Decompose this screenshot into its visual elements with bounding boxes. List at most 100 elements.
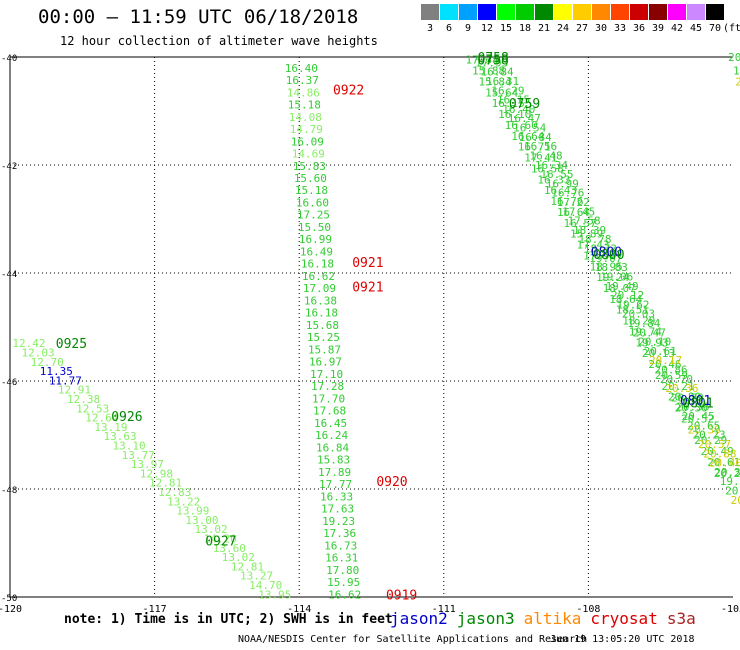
wave-height-value: 14.08 (289, 111, 322, 124)
wave-height-value: 12.91 (58, 384, 91, 397)
pass-time-label: 0920 (376, 475, 407, 490)
wave-height-value: 15.18 (288, 99, 321, 112)
chart-title: 00:00 – 11:59 UTC 06/18/2018 (38, 6, 359, 28)
wave-height-value: 19.93 (635, 336, 668, 349)
wave-height-value: 16.31 (325, 552, 358, 565)
wave-height-value: 16.38 (304, 294, 337, 307)
y-tick-label: -40 (1, 54, 17, 64)
wave-height-value: 12.64 (85, 412, 118, 425)
wave-height-value: 18.73 (584, 243, 617, 256)
wave-height-value: 16.55 (540, 168, 573, 181)
wave-height-value: 18.64 (609, 293, 642, 306)
wave-height-value: 16.62 (302, 270, 335, 283)
colorbar-swatch (478, 4, 496, 20)
wave-height-value: 20.10 (638, 336, 671, 349)
colorbar-label: 9 (464, 23, 472, 34)
wave-height-value: 13.97 (131, 458, 164, 471)
wave-height-value: 20.12 (611, 289, 644, 302)
wave-height-value: 16.76 (551, 187, 584, 200)
wave-height-value: 16.31 (486, 75, 519, 88)
wave-height-value: 16.18 (305, 307, 338, 320)
wave-height-value: 16.24 (315, 429, 348, 442)
colorbar-label: 6 (445, 23, 453, 34)
wave-height-value: 17.68 (313, 405, 346, 418)
wave-height-value: 20.49 (701, 445, 734, 458)
wave-height-value: 19.84 (627, 317, 660, 330)
chart-subtitle: 12 hour collection of altimeter wave hei… (60, 34, 378, 48)
wave-height-value: 16.71 (518, 141, 551, 154)
wave-height-value: 19.74 (629, 325, 662, 338)
wave-height-value: 19 (733, 65, 740, 78)
credit-text: NOAA/NESDIS Center for Satellite Applica… (238, 634, 588, 645)
colorbar-swatch (706, 4, 724, 20)
wave-height-value: 13.10 (113, 440, 146, 453)
wave-height-value: 13.22 (167, 495, 200, 508)
wave-height-value: 20.40 (709, 457, 740, 470)
wave-height-value: 16.99 (546, 177, 579, 190)
wave-height-value: 16.40 (285, 62, 318, 75)
wave-height-value: 16.37 (286, 74, 319, 87)
wave-height-value: 2 (735, 75, 740, 88)
wave-height-value: 16.58 (531, 162, 564, 175)
wave-height-value: 14.20 (204, 533, 237, 546)
wave-height-value: 16.48 (529, 149, 562, 162)
colorbar-label: 15 (499, 23, 513, 34)
colorbar-label: 27 (575, 23, 589, 34)
wave-height-value: 16.54 (513, 122, 546, 135)
satellite-cryosat: cryosat (590, 609, 658, 628)
wave-height-value: 17.77 (319, 478, 352, 491)
wave-height-value: 17.36 (323, 527, 356, 540)
wave-height-value: 18.39 (573, 224, 606, 237)
wave-height-value: 15.95 (327, 576, 360, 589)
wave-height-value: 16.15 (497, 94, 530, 107)
colorbar-label: 36 (632, 23, 646, 34)
wave-height-value: 20.46 (648, 358, 681, 371)
wave-height-value: 17.09 (303, 282, 336, 295)
wave-height-value: 18.83 (595, 261, 628, 274)
colorbar-swatch (497, 4, 515, 20)
wave-height-value: 15.18 (295, 184, 328, 197)
colorbar-label: 70 (708, 23, 722, 34)
colorbar-swatch (421, 4, 439, 20)
wave-height-value: 12.38 (67, 393, 100, 406)
pass-time-label: 0925 (56, 337, 87, 352)
x-tick-label: -120 (0, 604, 22, 615)
wave-height-value: 14.86 (287, 86, 320, 99)
y-tick-label: -48 (1, 486, 17, 496)
wave-height-value: 15.64 (485, 86, 518, 99)
y-tick-label: -46 (1, 378, 17, 388)
wave-height-value: 13.77 (122, 449, 155, 462)
wave-height-value: 16.49 (300, 245, 333, 258)
wave-height-value: 20.59 (655, 369, 688, 382)
wave-height-value: 20.26 (714, 467, 740, 480)
pass-time-label: 0927 (205, 534, 236, 549)
wave-height-value: 14.70 (249, 579, 282, 592)
wave-height-value: 15.84 (479, 75, 512, 88)
wave-height-value: 17.25 (297, 209, 330, 222)
wave-height-value: 17.22 (557, 196, 590, 209)
pass-time-label: 0801 (682, 397, 713, 412)
wave-height-value: 12.83 (158, 486, 191, 499)
wave-height-value: 20.52 (681, 412, 714, 425)
wave-height-value: 13.60 (213, 542, 246, 555)
wave-height-value: 15.25 (307, 331, 340, 344)
colorbar-swatch (516, 4, 534, 20)
wave-height-value: 16.60 (296, 196, 329, 209)
wave-height-value: 20.36 (665, 382, 698, 395)
pass-time-label: 0759 (509, 97, 540, 112)
wave-height-value: 19.06 (600, 270, 633, 283)
wave-height-value: 20.57 (698, 438, 731, 451)
wave-height-value: 16.97 (309, 356, 342, 369)
wave-height-value: 16.76 (550, 195, 583, 208)
colorbar-swatch (687, 4, 705, 20)
colorbar-label: 21 (537, 23, 551, 34)
wave-height-value: 20.39 (688, 423, 721, 436)
wave-height-value: 20.38 (676, 401, 709, 414)
wave-height-value: 14.79 (290, 123, 323, 136)
wave-height-value: 16.43 (544, 184, 577, 197)
colorbar-swatch (592, 4, 610, 20)
wave-height-value: 20.47 (633, 326, 666, 339)
wave-height-value: 13.99 (176, 505, 209, 518)
wave-height-value: 13.27 (240, 570, 273, 583)
wave-height-value: 11.77 (49, 374, 82, 387)
